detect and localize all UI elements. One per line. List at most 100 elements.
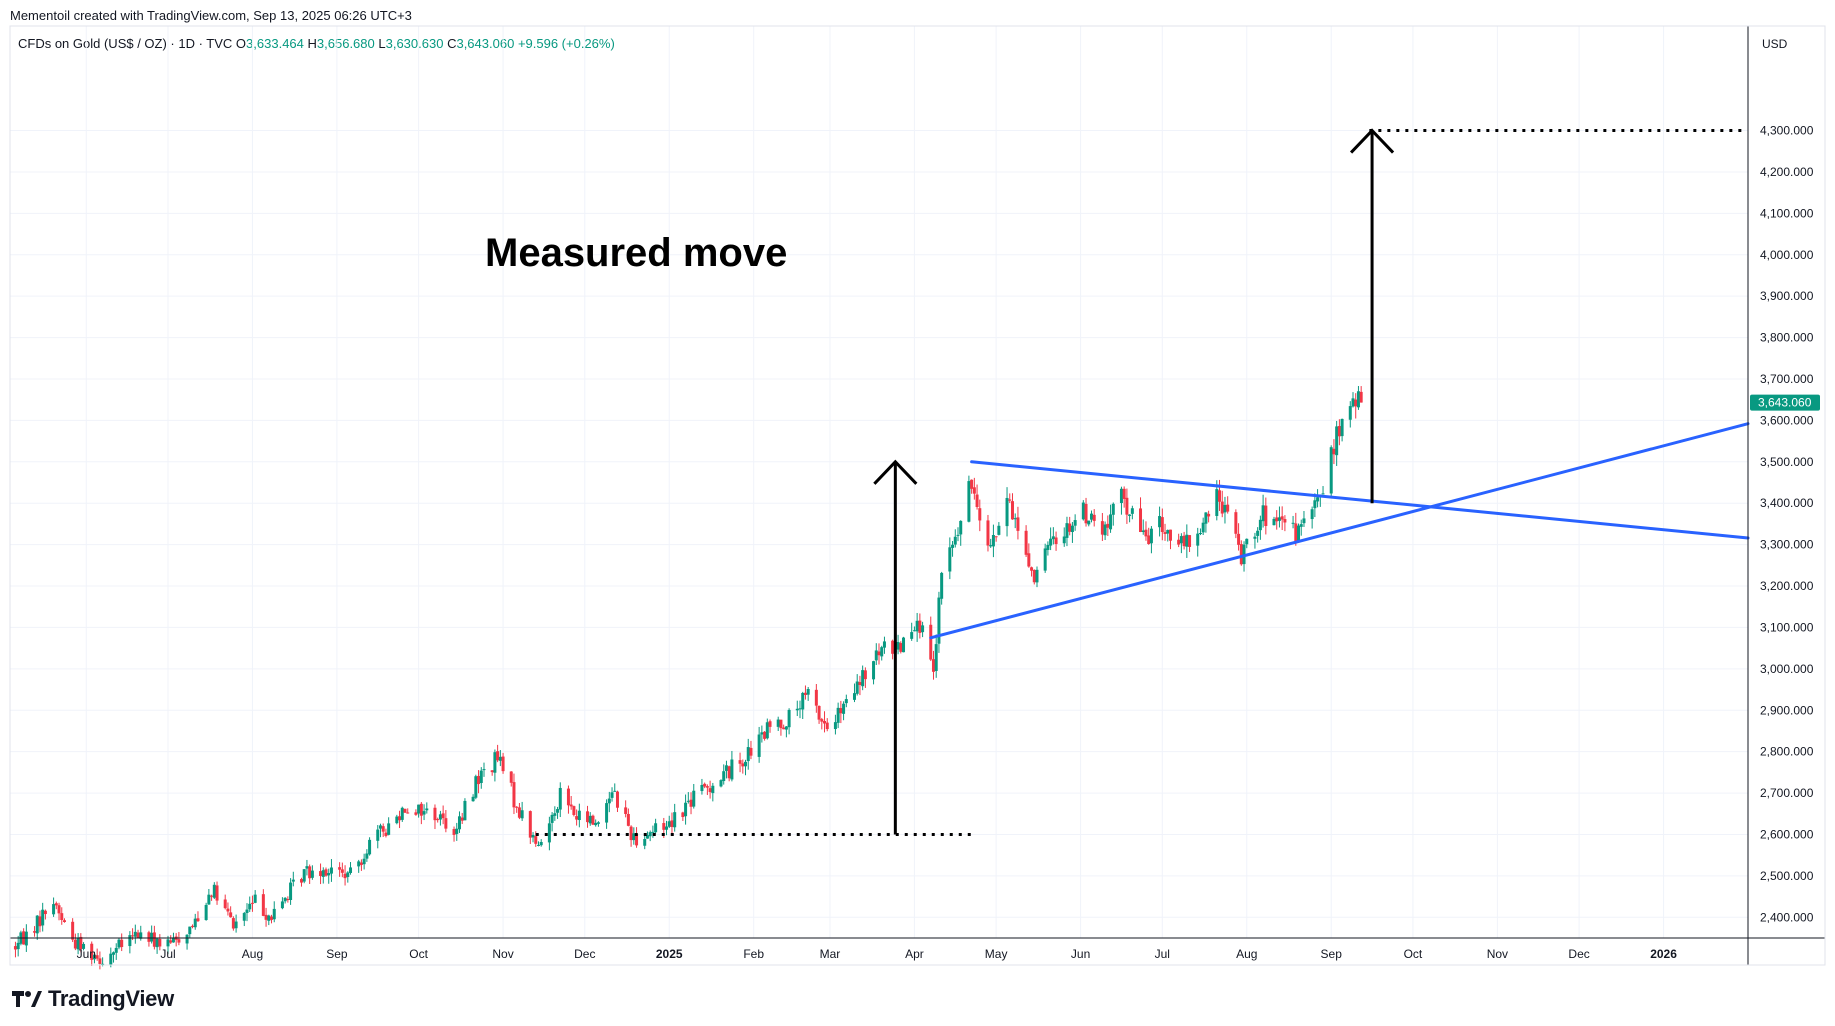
candle-103	[403, 808, 407, 813]
candle-body-105	[414, 812, 418, 815]
candle-body-44	[177, 939, 181, 943]
price-tick-16: 4,000.000	[1760, 248, 1814, 262]
candle-body-141	[550, 814, 554, 823]
candle-78	[308, 864, 312, 885]
candle-168	[651, 825, 655, 838]
candle-body-56	[226, 908, 230, 912]
candle-94	[368, 837, 372, 856]
candle-body-126	[493, 752, 497, 773]
candle-body-100	[395, 816, 399, 824]
candle-79	[310, 865, 314, 880]
candle-98	[384, 828, 388, 838]
candle-body-341	[1313, 500, 1317, 509]
candle-body-122	[477, 775, 481, 785]
candle-204	[787, 708, 791, 735]
candle-86	[340, 862, 344, 878]
candle-99	[387, 817, 391, 836]
candle-181	[703, 782, 707, 789]
candle-16	[73, 933, 77, 951]
candle-body-86	[340, 869, 344, 873]
candle-body-188	[727, 766, 731, 779]
candle-body-11	[54, 903, 58, 906]
candle-body-331	[1275, 517, 1279, 522]
candle-body-342	[1316, 497, 1320, 502]
candle-body-345	[1329, 447, 1333, 494]
candle-body-348	[1337, 426, 1341, 437]
candle-body-168	[651, 831, 655, 833]
candle-body-321	[1237, 533, 1241, 545]
arrow-head-2	[873, 459, 918, 485]
candle-70	[280, 897, 284, 910]
candle-body-175	[681, 812, 685, 818]
candle-286	[1103, 521, 1107, 541]
candle-233	[899, 641, 903, 654]
candle-body-49	[196, 918, 200, 922]
candle-85	[338, 862, 342, 877]
candle-body-45	[185, 934, 189, 944]
price-tick-14: 3,800.000	[1760, 331, 1814, 345]
candle-body-302	[1163, 532, 1167, 534]
candle-body-89	[349, 867, 353, 873]
candle-body-153	[594, 822, 598, 826]
chart-outline	[9, 25, 1826, 966]
candle-body-220	[852, 693, 856, 700]
candle-body-131	[512, 782, 516, 808]
candle-215	[833, 714, 837, 735]
candle-body-239	[921, 625, 925, 633]
candle-body-212	[820, 719, 824, 722]
open-label: O	[235, 36, 247, 51]
candle-258	[994, 536, 998, 542]
candle-body-181	[703, 783, 707, 787]
candle-153	[594, 819, 598, 827]
candle-body-265	[1024, 530, 1028, 555]
candle-body-249	[959, 520, 963, 535]
candle-body-272	[1049, 538, 1053, 546]
candle-body-240	[929, 624, 933, 660]
candle-body-166	[645, 835, 649, 839]
candle-123	[479, 767, 483, 789]
currency-unit[interactable]: USD	[1762, 37, 1788, 51]
candle-body-187	[724, 765, 728, 771]
candle-body-216	[836, 707, 840, 723]
candle-body-300	[1158, 516, 1162, 528]
candle-body-16	[73, 939, 77, 949]
candle-body-33	[136, 932, 140, 938]
time-tick-14: Aug	[1236, 947, 1257, 961]
candle-185	[719, 779, 723, 788]
candle-144	[558, 782, 562, 818]
candle-body-293	[1128, 514, 1132, 516]
candle-body-67	[267, 915, 271, 921]
candle-body-202	[782, 727, 786, 730]
candle-body-118	[460, 817, 464, 821]
candle-body-108	[422, 811, 426, 815]
candle-151	[588, 812, 592, 826]
candle-325	[1253, 532, 1257, 549]
candle-180	[700, 778, 704, 795]
candle-body-72	[286, 898, 290, 901]
candle-body-6	[35, 915, 39, 934]
candle-body-157	[610, 792, 614, 798]
candle-133	[517, 802, 521, 820]
candle-body-92	[362, 858, 366, 865]
candle-169	[654, 818, 658, 834]
tradingview-logo[interactable]: TradingView	[12, 986, 174, 1012]
candle-159	[615, 790, 619, 812]
candle-194	[749, 740, 753, 760]
candle-9	[43, 909, 47, 920]
candle-269	[1035, 566, 1039, 588]
candle-335	[1291, 515, 1295, 529]
candle-body-252	[972, 487, 976, 494]
candle-126	[493, 749, 497, 782]
candle-body-65	[261, 894, 265, 916]
candle-212	[820, 717, 824, 730]
candle-49	[196, 911, 200, 923]
time-tick-6: Dec	[574, 947, 595, 961]
candle-body-263	[1013, 518, 1017, 520]
candle-body-134	[520, 810, 524, 819]
candle-body-334	[1283, 519, 1287, 523]
candle-body-149	[577, 810, 581, 821]
candle-body-203	[784, 726, 788, 730]
candle-292	[1125, 488, 1129, 524]
candle-128	[498, 750, 502, 767]
